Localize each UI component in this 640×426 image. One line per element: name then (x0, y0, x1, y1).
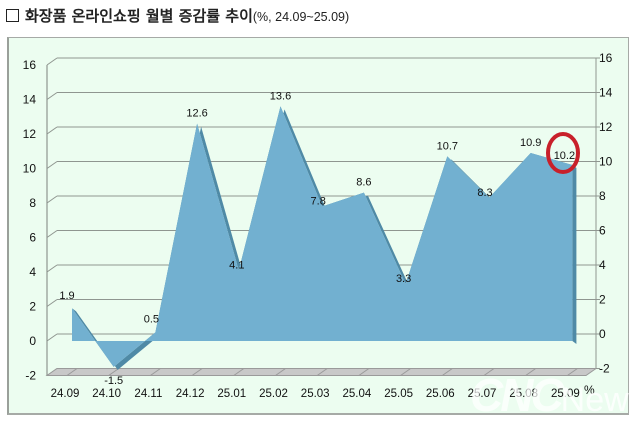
svg-text:24.12: 24.12 (176, 388, 205, 400)
svg-text:24.10: 24.10 (92, 388, 121, 400)
svg-text:8.3: 8.3 (477, 187, 492, 199)
svg-text:25.03: 25.03 (301, 388, 330, 400)
y-axis-left: -2 0 2 4 6 8 10 12 14 16 (23, 58, 48, 383)
svg-text:25.01: 25.01 (217, 388, 246, 400)
svg-text:25.08: 25.08 (509, 388, 538, 400)
svg-text:25.06: 25.06 (426, 388, 455, 400)
svg-text:10: 10 (23, 162, 37, 176)
svg-text:2: 2 (599, 293, 606, 307)
svg-text:-2: -2 (25, 369, 36, 383)
svg-text:25.02: 25.02 (259, 388, 288, 400)
watermark-logo: CNCNews (470, 368, 640, 422)
svg-text:12: 12 (23, 127, 37, 141)
svg-text:13.6: 13.6 (270, 90, 291, 102)
svg-text:2: 2 (29, 300, 36, 314)
svg-text:8: 8 (599, 189, 606, 203)
svg-text:16: 16 (23, 58, 37, 72)
svg-text:-1.5: -1.5 (104, 375, 123, 387)
svg-text:4.1: 4.1 (229, 259, 244, 271)
svg-text:7.8: 7.8 (311, 195, 326, 207)
y-axis-right: -2 0 2 4 6 8 10 12 14 16 (596, 51, 613, 376)
svg-text:14: 14 (599, 86, 613, 100)
svg-text:14: 14 (23, 93, 37, 107)
svg-text:25.05: 25.05 (384, 388, 413, 400)
watermark-suffix: News (560, 381, 640, 419)
highlight-circle (546, 132, 580, 174)
svg-text:6: 6 (29, 231, 36, 245)
chart-title: 화장품 온라인쇼핑 월별 증감률 추이(%, 24.09~25.09) (6, 5, 349, 26)
svg-text:0: 0 (599, 327, 606, 341)
svg-text:25.04: 25.04 (343, 388, 372, 400)
watermark-main: CNC (470, 369, 564, 421)
svg-text:10.2: 10.2 (554, 150, 575, 162)
svg-text:0: 0 (29, 334, 36, 348)
svg-text:25.09: 25.09 (551, 388, 580, 400)
svg-text:4: 4 (29, 265, 36, 279)
title-main: 화장품 온라인쇼핑 월별 증감률 추이 (25, 7, 253, 25)
svg-text:3.3: 3.3 (396, 273, 411, 285)
svg-text:10.7: 10.7 (437, 140, 458, 152)
svg-text:4: 4 (599, 258, 606, 272)
square-bullet-icon (6, 9, 19, 22)
svg-text:8: 8 (29, 196, 36, 210)
svg-text:6: 6 (599, 224, 606, 238)
svg-text:-2: -2 (599, 362, 610, 376)
svg-text:1.9: 1.9 (59, 290, 74, 302)
svg-text:12.6: 12.6 (186, 108, 207, 120)
unit-label: % (584, 383, 595, 397)
svg-text:0.5: 0.5 (144, 313, 159, 325)
data-area (72, 106, 577, 370)
svg-text:8.6: 8.6 (356, 177, 371, 189)
svg-text:16: 16 (599, 51, 613, 65)
svg-text:24.09: 24.09 (51, 388, 80, 400)
title-sub: (%, 24.09~25.09) (252, 10, 350, 24)
svg-text:24.11: 24.11 (134, 388, 162, 400)
svg-text:10: 10 (599, 155, 613, 169)
data-labels: 1.9 -1.5 0.5 12.6 4.1 13.6 7.8 8.6 3.3 10.7 8.3 10.… (59, 90, 575, 386)
x-axis: 24.09 24.10 24.11 24.12 25.01 25.02 25.03 25.04… (51, 388, 580, 400)
svg-text:25.07: 25.07 (468, 388, 497, 400)
svg-text:12: 12 (599, 120, 613, 134)
svg-text:10.9: 10.9 (520, 137, 541, 149)
